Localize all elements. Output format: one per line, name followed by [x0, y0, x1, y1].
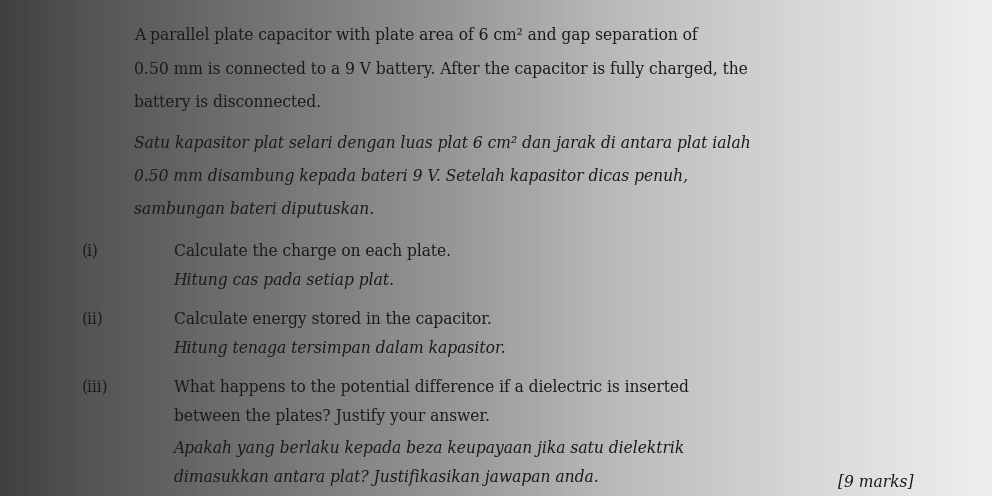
Text: Hitung tenaga tersimpan dalam kapasitor.: Hitung tenaga tersimpan dalam kapasitor. — [174, 340, 506, 357]
Text: 0.50 mm is connected to a 9 V battery. After the capacitor is fully charged, the: 0.50 mm is connected to a 9 V battery. A… — [134, 61, 748, 77]
Text: Hitung cas pada setiap plat.: Hitung cas pada setiap plat. — [174, 272, 395, 289]
Text: (iii): (iii) — [81, 379, 108, 396]
Text: What happens to the potential difference if a dielectric is inserted: What happens to the potential difference… — [174, 379, 688, 396]
Text: Calculate energy stored in the capacitor.: Calculate energy stored in the capacitor… — [174, 311, 491, 328]
Text: battery is disconnected.: battery is disconnected. — [134, 94, 321, 111]
Text: Apakah yang berlaku kepada beza keupayaan jika satu dielektrik: Apakah yang berlaku kepada beza keupayaa… — [174, 440, 684, 457]
Text: between the plates? Justify your answer.: between the plates? Justify your answer. — [174, 408, 490, 425]
Text: dimasukkan antara plat? Justifikasikan jawapan anda.: dimasukkan antara plat? Justifikasikan j… — [174, 469, 598, 486]
Text: A parallel plate capacitor with plate area of 6 cm² and gap separation of: A parallel plate capacitor with plate ar… — [134, 27, 697, 44]
Text: Calculate the charge on each plate.: Calculate the charge on each plate. — [174, 243, 450, 260]
Text: [9 marks]: [9 marks] — [838, 473, 914, 490]
Text: sambungan bateri diputuskan.: sambungan bateri diputuskan. — [134, 201, 374, 218]
Text: (ii): (ii) — [81, 311, 103, 328]
Text: (i): (i) — [81, 243, 98, 260]
Text: Satu kapasitor plat selari dengan luas plat 6 cm² dan jarak di antara plat ialah: Satu kapasitor plat selari dengan luas p… — [134, 135, 751, 152]
Text: 0.50 mm disambung kepada bateri 9 V. Setelah kapasitor dicas penuh,: 0.50 mm disambung kepada bateri 9 V. Set… — [134, 168, 687, 185]
